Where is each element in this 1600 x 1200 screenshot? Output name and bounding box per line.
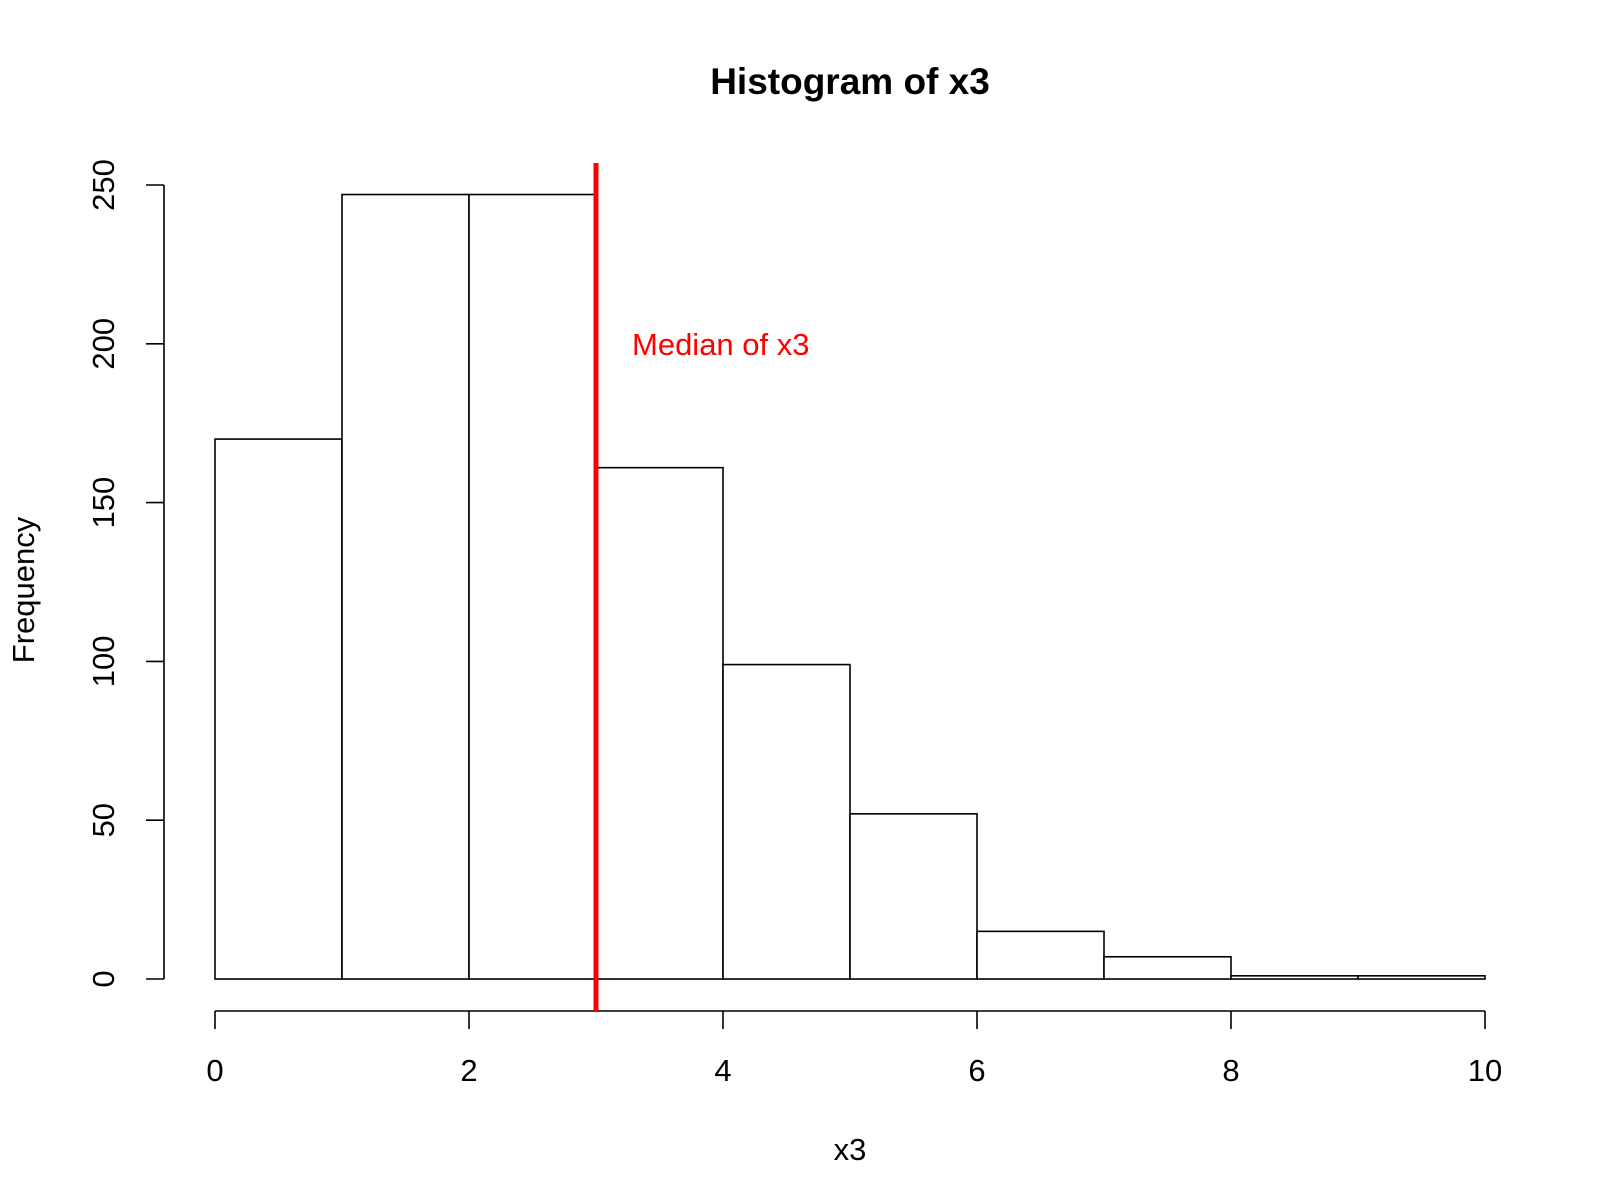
y-tick-label: 200: [86, 318, 121, 370]
x-axis-title: x3: [834, 1132, 867, 1167]
bar: [1230, 975, 1359, 980]
x-tick-label: 10: [1468, 1053, 1502, 1088]
x-tick-label: 4: [714, 1053, 731, 1088]
y-tick-label: 250: [86, 159, 121, 211]
median-annotation: Median of x3: [632, 327, 810, 362]
y-tick-label: 0: [86, 970, 121, 987]
x-tick-label: 0: [206, 1053, 223, 1088]
x-tick-label: 6: [968, 1053, 985, 1088]
bar: [468, 193, 597, 980]
x-tick-label: 2: [460, 1053, 477, 1088]
bar: [1103, 955, 1232, 980]
y-tick-label: 50: [86, 803, 121, 837]
y-tick-label: 150: [86, 477, 121, 529]
bar: [341, 193, 470, 980]
chart-title: Histogram of x3: [710, 61, 990, 102]
bar: [595, 466, 724, 980]
bar: [214, 438, 343, 980]
bar: [722, 663, 851, 980]
y-tick-label: 100: [86, 636, 121, 688]
bar: [976, 930, 1105, 980]
x-tick-label: 8: [1222, 1053, 1239, 1088]
bar: [849, 813, 978, 980]
bar: [1357, 975, 1486, 980]
y-axis-title: Frequency: [6, 516, 41, 663]
